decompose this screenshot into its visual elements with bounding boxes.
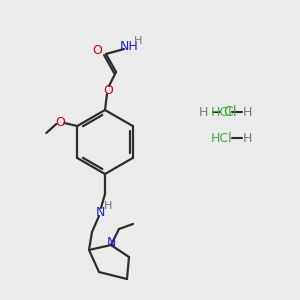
Text: Cl: Cl xyxy=(223,105,237,119)
Text: H: H xyxy=(104,201,112,211)
Text: O: O xyxy=(55,116,65,130)
Text: HCl: HCl xyxy=(211,106,233,118)
Text: O: O xyxy=(92,44,102,58)
Text: O: O xyxy=(103,83,113,97)
Text: N: N xyxy=(106,236,116,250)
Text: H: H xyxy=(242,131,252,145)
Text: H: H xyxy=(242,106,252,118)
Text: H: H xyxy=(134,36,142,46)
Text: H: H xyxy=(199,106,208,118)
Text: NH: NH xyxy=(120,40,138,53)
Text: N: N xyxy=(95,206,105,218)
Text: HCl: HCl xyxy=(211,131,233,145)
